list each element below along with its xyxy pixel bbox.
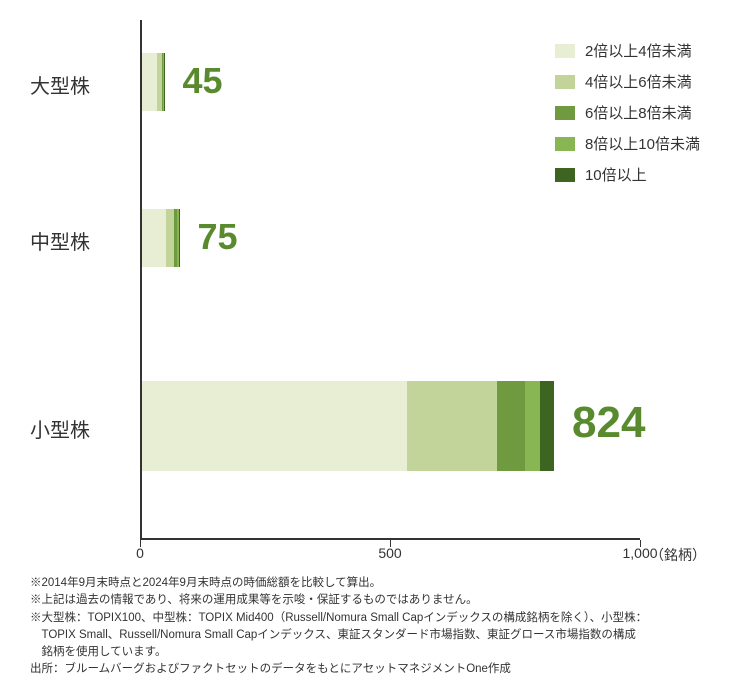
bar-row [142, 381, 554, 471]
bar-segment [142, 381, 407, 471]
legend-swatch [555, 137, 575, 151]
bar-segment [179, 209, 180, 267]
stock-multiplier-chart: 大型株中型株小型株 45 75 824 2倍以上4倍未満 4倍以上6倍未満 6倍以上8倍… [30, 20, 710, 560]
x-axis-unit: （銘柄） [650, 545, 706, 565]
bar-segment [164, 53, 165, 111]
footnote-line: 出所：ブルームバーグおよびファクトセットのデータをもとにアセットマネジメントOn… [30, 661, 710, 678]
bar-segment [407, 381, 497, 471]
chart-legend: 2倍以上4倍未満 4倍以上6倍未満 6倍以上8倍未満 8倍以上10倍未満 10倍以上 [555, 40, 700, 195]
footnote-line: ※上記は過去の情報であり、将来の運用成果等を示唆・保証するものではありません。 [30, 592, 710, 609]
legend-item: 8倍以上10倍未満 [555, 133, 700, 154]
legend-swatch [555, 106, 575, 120]
bar-segment [166, 209, 174, 267]
y-axis-label: 小型株 [30, 414, 130, 443]
footnote-line: 銘柄を使用しています。 [30, 644, 710, 661]
bar-value-label: 824 [572, 398, 645, 448]
y-axis-label: 中型株 [30, 226, 130, 255]
legend-label: 4倍以上6倍未満 [585, 71, 692, 92]
legend-item: 4倍以上6倍未満 [555, 71, 700, 92]
bar-segment [540, 381, 555, 471]
legend-item: 10倍以上 [555, 164, 700, 185]
bar-row [142, 53, 165, 111]
bar-segment [142, 209, 166, 267]
x-tick-label: 0 [136, 545, 144, 561]
footnote-line: TOPIX Small、Russell/Nomura Small Capインデッ… [30, 627, 710, 644]
bar-value-label: 45 [183, 60, 223, 102]
chart-footnotes: ※2014年9月末時点と2024年9月末時点の時価総額を比較して算出。※上記は過… [30, 575, 710, 679]
legend-item: 2倍以上4倍未満 [555, 40, 700, 61]
legend-label: 2倍以上4倍未満 [585, 40, 692, 61]
bar-segment [497, 381, 525, 471]
legend-swatch [555, 75, 575, 89]
legend-swatch [555, 44, 575, 58]
legend-label: 10倍以上 [585, 164, 647, 185]
bar-segment [142, 53, 157, 111]
legend-label: 8倍以上10倍未満 [585, 133, 700, 154]
legend-label: 6倍以上8倍未満 [585, 102, 692, 123]
y-axis-label: 大型株 [30, 70, 130, 99]
bar-segment [525, 381, 540, 471]
footnote-line: ※2014年9月末時点と2024年9月末時点の時価総額を比較して算出。 [30, 575, 710, 592]
x-axis-ticks: 05001,000 [140, 545, 640, 565]
legend-item: 6倍以上8倍未満 [555, 102, 700, 123]
footnote-line: ※大型株：TOPIX100、中型株：TOPIX Mid400（Russell/N… [30, 610, 710, 627]
bar-value-label: 75 [198, 216, 238, 258]
bar-row [142, 209, 180, 267]
x-tick-label: 500 [378, 545, 401, 561]
legend-swatch [555, 168, 575, 182]
